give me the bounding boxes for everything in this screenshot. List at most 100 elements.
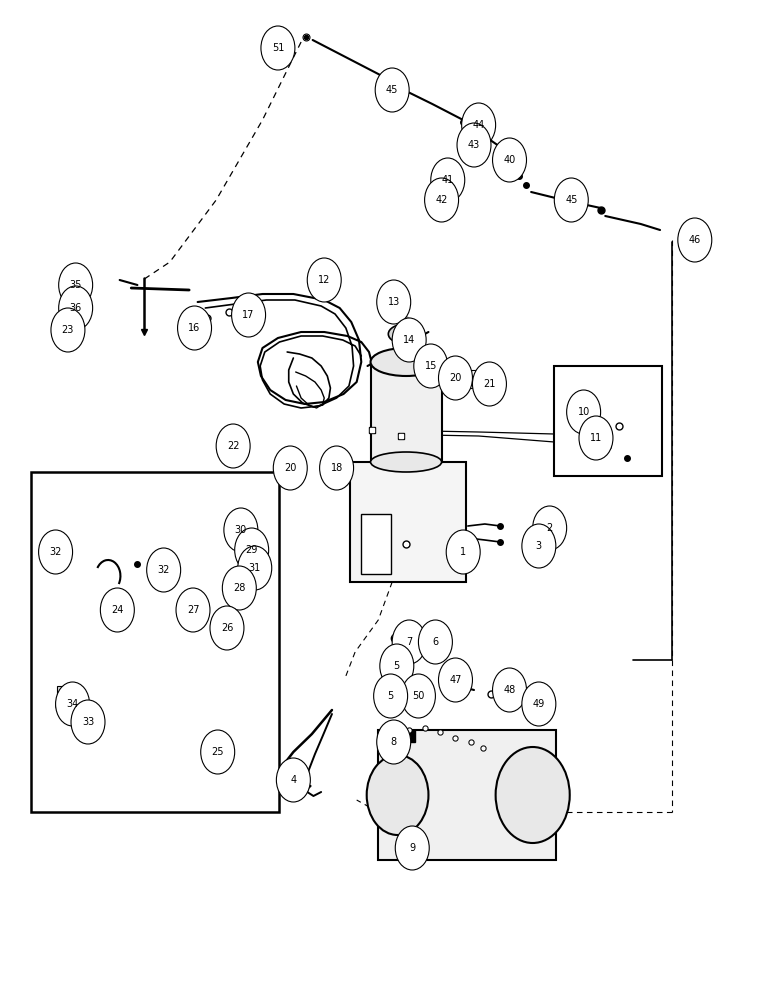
Text: 13: 13	[388, 297, 400, 307]
Bar	[554, 366, 662, 476]
Text: 31: 31	[249, 563, 261, 573]
Bar	[398, 730, 415, 742]
Text: 5: 5	[388, 691, 394, 701]
Circle shape	[178, 306, 212, 350]
Text: 35: 35	[69, 280, 82, 290]
Circle shape	[374, 674, 408, 718]
Text: 8: 8	[391, 737, 397, 747]
Text: 32: 32	[157, 565, 170, 575]
Circle shape	[232, 293, 266, 337]
Circle shape	[71, 700, 105, 744]
Text: 14: 14	[403, 335, 415, 345]
Circle shape	[522, 524, 556, 568]
Text: 7: 7	[406, 637, 412, 647]
Circle shape	[39, 530, 73, 574]
Text: 33: 33	[82, 717, 94, 727]
Circle shape	[238, 546, 272, 590]
Text: 48: 48	[503, 685, 516, 695]
Circle shape	[367, 755, 428, 835]
Text: 45: 45	[386, 85, 398, 95]
Text: 16: 16	[188, 323, 201, 333]
Ellipse shape	[371, 452, 442, 472]
Circle shape	[496, 747, 570, 843]
Text: 18: 18	[330, 463, 343, 473]
Circle shape	[438, 658, 472, 702]
Circle shape	[533, 506, 567, 550]
Circle shape	[418, 620, 452, 664]
Text: 50: 50	[412, 691, 425, 701]
Circle shape	[462, 103, 496, 147]
Text: 23: 23	[62, 325, 74, 335]
Circle shape	[59, 286, 93, 330]
Text: 20: 20	[284, 463, 296, 473]
Circle shape	[392, 318, 426, 362]
Circle shape	[401, 674, 435, 718]
Text: 32: 32	[49, 547, 62, 557]
Text: 49: 49	[533, 699, 545, 709]
Text: 10: 10	[577, 407, 590, 417]
Circle shape	[438, 356, 472, 400]
Circle shape	[493, 668, 527, 712]
Bar	[459, 370, 479, 388]
Circle shape	[375, 68, 409, 112]
Text: 24: 24	[111, 605, 124, 615]
Text: 28: 28	[233, 583, 245, 593]
Circle shape	[273, 446, 307, 490]
Circle shape	[201, 730, 235, 774]
Text: 3: 3	[536, 541, 542, 551]
Circle shape	[377, 720, 411, 764]
Circle shape	[457, 123, 491, 167]
Circle shape	[579, 416, 613, 460]
Text: 36: 36	[69, 303, 82, 313]
Circle shape	[210, 606, 244, 650]
Text: 27: 27	[187, 605, 199, 615]
Circle shape	[261, 26, 295, 70]
Circle shape	[446, 530, 480, 574]
Bar	[350, 462, 466, 582]
Circle shape	[222, 566, 256, 610]
Text: 15: 15	[425, 361, 437, 371]
Circle shape	[395, 826, 429, 870]
Text: 2: 2	[547, 523, 553, 533]
Circle shape	[276, 758, 310, 802]
Circle shape	[472, 362, 506, 406]
Bar	[31, 472, 279, 812]
Circle shape	[320, 446, 354, 490]
Ellipse shape	[388, 324, 424, 344]
Circle shape	[425, 178, 459, 222]
Ellipse shape	[371, 348, 442, 376]
Bar	[57, 686, 79, 704]
Bar	[361, 514, 391, 574]
Circle shape	[493, 138, 527, 182]
Text: 30: 30	[235, 525, 247, 535]
Text: 43: 43	[468, 140, 480, 150]
Circle shape	[224, 508, 258, 552]
Text: 42: 42	[435, 195, 448, 205]
Text: 11: 11	[590, 433, 602, 443]
Text: 17: 17	[242, 310, 255, 320]
Circle shape	[51, 308, 85, 352]
Circle shape	[216, 424, 250, 468]
Bar	[378, 730, 556, 860]
Circle shape	[100, 588, 134, 632]
Circle shape	[176, 588, 210, 632]
Text: 41: 41	[442, 175, 454, 185]
Circle shape	[235, 528, 269, 572]
Circle shape	[392, 620, 426, 664]
Text: 1: 1	[460, 547, 466, 557]
Circle shape	[307, 258, 341, 302]
Text: 34: 34	[66, 699, 79, 709]
Circle shape	[678, 218, 712, 262]
Text: 21: 21	[483, 379, 496, 389]
Circle shape	[414, 344, 448, 388]
Text: 46: 46	[689, 235, 701, 245]
Circle shape	[59, 263, 93, 307]
Text: 44: 44	[472, 120, 485, 130]
Text: 25: 25	[212, 747, 224, 757]
Text: 26: 26	[221, 623, 233, 633]
Text: 20: 20	[449, 373, 462, 383]
Text: 12: 12	[318, 275, 330, 285]
Text: 29: 29	[245, 545, 258, 555]
Circle shape	[554, 178, 588, 222]
Circle shape	[522, 682, 556, 726]
